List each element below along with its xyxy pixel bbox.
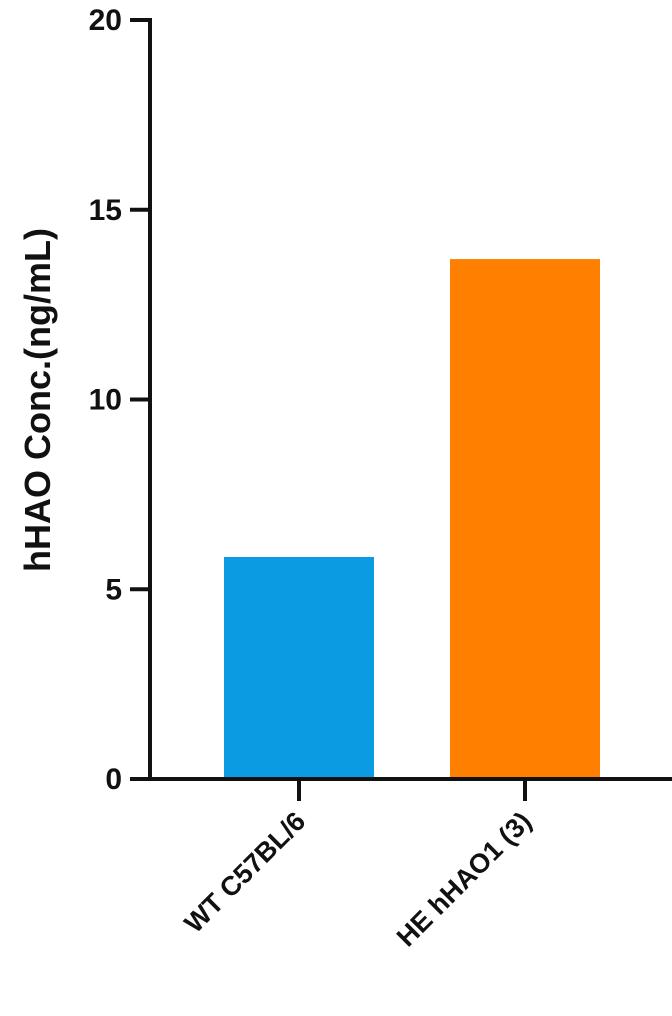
- bars-group: [224, 259, 600, 780]
- y-axis-title: hHAO Conc.(ng/mL): [17, 228, 58, 572]
- bar-2: [450, 259, 600, 780]
- y-tick-label-0: 0: [105, 763, 122, 796]
- y-tick-label-15: 15: [89, 194, 122, 227]
- y-tick-label-20: 20: [89, 4, 122, 37]
- x-category-label-1: WT C57BL/6: [179, 806, 312, 939]
- x-axis: WT C57BL/6 HE hHAO1 (3): [150, 777, 672, 952]
- y-tick-label-10: 10: [89, 384, 122, 417]
- bar-1: [224, 556, 374, 779]
- y-axis: 0 5 10 15 20: [89, 4, 152, 796]
- x-category-label-2: HE hHAO1 (3): [391, 806, 537, 952]
- y-tick-label-5: 5: [105, 573, 122, 606]
